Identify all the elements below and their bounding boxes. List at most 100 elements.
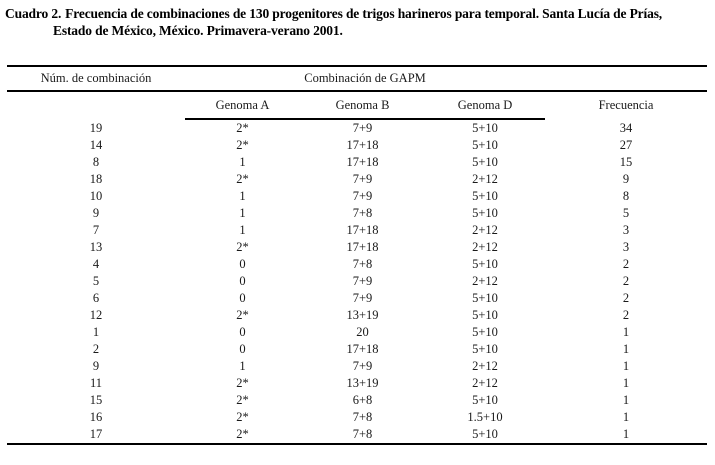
- table-cell: 17+18: [346, 240, 379, 254]
- table-cell: 17+18: [346, 138, 379, 152]
- table-cell: 1: [239, 359, 246, 373]
- table-cell: 3: [622, 223, 630, 237]
- table-cell: 2: [622, 291, 630, 305]
- table-header: Núm. de combinación Combinación de GAPM …: [7, 66, 708, 120]
- table-row: 4 0 7+8 5+10 2: [7, 256, 707, 273]
- table-row: 9 1 7+8 5+10 5: [7, 205, 707, 222]
- table-row: 8 1 17+18 5+10 15: [7, 154, 707, 171]
- table-cell: 8: [92, 155, 100, 169]
- table-cell: 15: [89, 393, 103, 407]
- table-cell: 17: [89, 427, 103, 441]
- table-cell: 13+19: [346, 376, 379, 390]
- table-cell: 27: [619, 138, 633, 152]
- table-cell: 2: [622, 274, 630, 288]
- table-cell: 1: [239, 155, 246, 169]
- table-row: 7 1 17+18 2+12 3: [7, 222, 707, 239]
- table-cell: 34: [619, 120, 633, 135]
- table-cell: 2*: [236, 427, 249, 441]
- table-cell: 0: [239, 291, 246, 305]
- header-row-columns: Genoma A Genoma B Genoma D Frecuencia: [7, 91, 707, 120]
- table-cell: 1: [239, 223, 246, 237]
- table-cell: 7+9: [352, 274, 373, 288]
- table-cell: 5+10: [472, 342, 498, 356]
- table-row: 17 2* 7+8 5+10 1: [7, 426, 707, 444]
- table-row: 5 0 7+9 2+12 2: [7, 273, 707, 290]
- frequency-table: Núm. de combinación Combinación de GAPM …: [7, 65, 708, 445]
- table-cell: 7+9: [352, 291, 373, 305]
- table-cell: 0: [239, 325, 246, 339]
- table-cell: 5: [92, 274, 100, 288]
- table-cell: 3: [622, 240, 630, 254]
- table-row: 15 2* 6+8 5+10 1: [7, 392, 707, 409]
- table-cell: 7+8: [352, 427, 373, 441]
- table-cell: 1: [622, 427, 630, 441]
- table-cell: 7+9: [352, 359, 373, 373]
- table-cell: 7+8: [352, 257, 373, 271]
- table-cell: 1: [239, 206, 246, 220]
- header-num-combinacion: Núm. de combinación: [7, 66, 185, 92]
- table-cell: 5+10: [472, 206, 498, 220]
- table-cell: 6+8: [352, 393, 373, 407]
- table-cell: 10: [89, 189, 103, 203]
- table-row: 11 2* 13+19 2+12 1: [7, 375, 707, 392]
- table-row: 12 2* 13+19 5+10 2: [7, 307, 707, 324]
- table-cell: 1: [622, 342, 630, 356]
- table-cell: 1: [239, 189, 246, 203]
- header-genoma-a: Genoma A: [185, 91, 300, 120]
- table-cell: 2+12: [472, 274, 498, 288]
- table-body: 19 2* 7+9 5+10 34 14 2* 17+18 5+10 27 8 1 17+18 5+10 1…: [7, 119, 707, 444]
- caption-line-2: Estado de México, México. Primavera-vera…: [53, 22, 343, 38]
- table-cell: 0: [239, 274, 246, 288]
- table-cell: 2: [92, 342, 100, 356]
- table-cell: 2*: [236, 376, 249, 390]
- table-cell: 5: [622, 206, 630, 220]
- table-cell: 7: [92, 223, 100, 237]
- table-cell: 9: [622, 172, 630, 186]
- header-genoma-d: Genoma D: [425, 91, 546, 120]
- table-cell: 2+12: [472, 172, 498, 186]
- table-cell: 5+10: [472, 291, 498, 305]
- table-cell: 1: [622, 325, 630, 339]
- header-spacer: [545, 66, 708, 92]
- header-row-group: Núm. de combinación Combinación de GAPM: [7, 66, 708, 92]
- table-cell: 2+12: [472, 376, 498, 390]
- table-cell: 17+18: [346, 342, 379, 356]
- table-cell: 1: [92, 325, 100, 339]
- table-cell: 13+19: [346, 308, 379, 322]
- table-cell: 7+8: [352, 410, 373, 424]
- header-group-gapm: Combinación de GAPM: [185, 66, 546, 92]
- table-cell: 15: [619, 155, 633, 169]
- header-empty-cell: [7, 91, 185, 119]
- table-cell: 1: [622, 410, 630, 424]
- table-cell: 2*: [236, 410, 249, 424]
- caption-text-1: Frecuencia de combinaciones de 130 proge…: [65, 6, 663, 21]
- table-cell: 17+18: [346, 155, 379, 169]
- table-row: 13 2* 17+18 2+12 3: [7, 239, 707, 256]
- table-cell: 2+12: [472, 223, 498, 237]
- table-cell: 20: [356, 325, 369, 339]
- table-cell: 7+8: [352, 206, 373, 220]
- table-cell: 12: [89, 308, 103, 322]
- table-row: 2 0 17+18 5+10 1: [7, 341, 707, 358]
- table-row: 16 2* 7+8 1.5+10 1: [7, 409, 707, 426]
- table-cell: 19: [89, 120, 103, 135]
- table-cell: 1: [622, 359, 630, 373]
- table-cell: 2+12: [472, 359, 498, 373]
- table-cell: 2*: [236, 121, 249, 135]
- header-frecuencia: Frecuencia: [598, 98, 654, 112]
- table-cell: 1: [622, 376, 630, 390]
- table-cell: 0: [239, 257, 246, 271]
- table-cell: 2*: [236, 240, 249, 254]
- table-cell: 5+10: [472, 325, 498, 339]
- table-cell: 5+10: [472, 155, 498, 169]
- table-cell: 2*: [236, 393, 249, 407]
- table-cell: 7+9: [352, 121, 373, 135]
- table-cell: 5+10: [472, 257, 498, 271]
- table-cell: 5+10: [472, 427, 498, 441]
- table-cell: 14: [89, 138, 103, 152]
- table-cell: 8: [622, 189, 630, 203]
- table-cell: 2+12: [472, 240, 498, 254]
- caption-label: Cuadro 2.: [5, 6, 62, 21]
- table-cell: 2*: [236, 138, 249, 152]
- table-cell: 5+10: [472, 308, 498, 322]
